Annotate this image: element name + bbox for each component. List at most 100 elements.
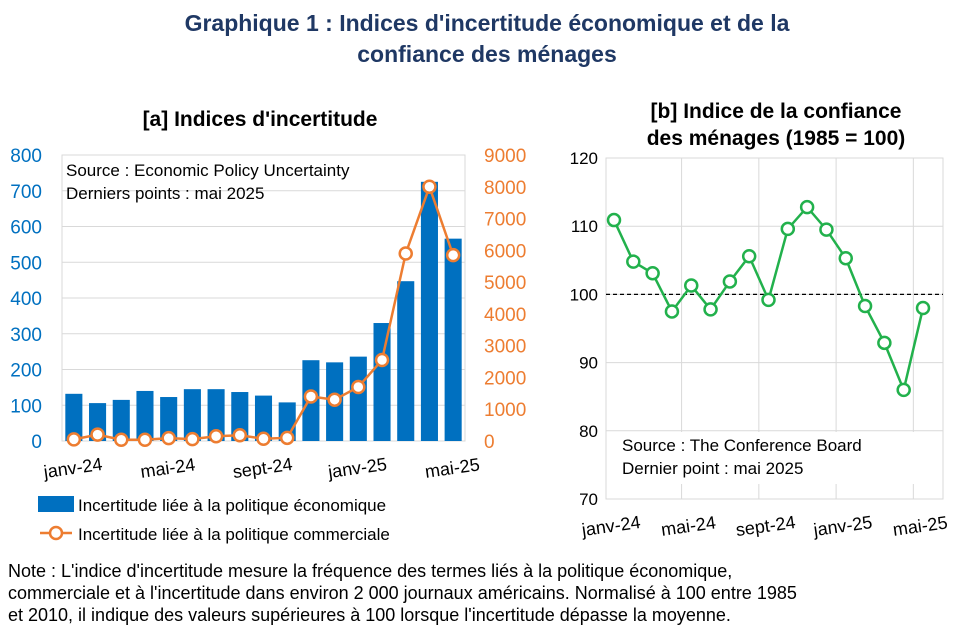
panel-a-left-tick: 200	[10, 361, 42, 382]
panel-b-title-line-2: des ménages (1985 = 100)	[647, 127, 906, 150]
panel-b-y-tick: 90	[579, 354, 598, 373]
panel-a-left-tick: 0	[31, 432, 42, 453]
panel-a-left-tick: 500	[10, 253, 42, 274]
point-confidence-oct-24	[780, 221, 796, 237]
point-trade-avr-25	[422, 179, 437, 195]
bar-economic-avr-24	[136, 390, 154, 441]
point-confidence-janv-25	[838, 251, 853, 266]
panel-a-left-tick: 100	[10, 396, 42, 417]
bar-economic-mai-25	[444, 238, 462, 441]
panel-b-title-line-1: [b] Indice de la confiance	[651, 100, 902, 123]
bar-economic-mai-24	[160, 397, 178, 441]
footnote: Note : L'indice d'incertitude mesure la …	[8, 560, 968, 626]
panel-b-x-tick: janv-24	[580, 512, 642, 540]
point-confidence-nov-24	[799, 199, 815, 215]
panel-a-left-tick: 800	[10, 146, 42, 167]
point-confidence-f-vr-24	[626, 254, 641, 269]
panel-a-legend: Incertitude liée à la politique économiq…	[38, 496, 390, 544]
footnote-line-1: Note : L'indice d'incertitude mesure la …	[8, 561, 733, 581]
panel-b-annotation-box	[618, 432, 928, 484]
point-trade-f-vr-24	[90, 427, 105, 442]
panel-a-title: [a] Indices d'incertitude	[143, 108, 378, 131]
point-confidence-mars-24	[645, 266, 660, 281]
panel-b-y-tick: 70	[579, 490, 598, 509]
panel-a-left-tick: 600	[10, 218, 42, 239]
panel-b-lastpoint-annotation: Dernier point : mai 2025	[622, 459, 803, 478]
point-confidence-avr-24	[664, 304, 680, 319]
figure-title-line-2: confiance des ménages	[357, 41, 617, 67]
charts-canvas: [a] Indices d'incertitude 0 100 200 300 400 5…	[10, 100, 949, 544]
panel-b-source-annotation: Source : The Conference Board	[622, 436, 862, 455]
panel-a-right-tick: 3000	[484, 337, 526, 358]
bar-economic-mars-24	[112, 399, 130, 441]
panel-a-uncertainty: [a] Indices d'incertitude 0 100 200 300 400 5…	[10, 108, 526, 544]
panel-a-x-tick: janv-24	[41, 454, 103, 482]
bar-economic-juin-24	[183, 389, 201, 441]
bar-economic-sept-24	[254, 395, 273, 441]
panel-a-right-tick: 7000	[484, 210, 526, 231]
panel-a-right-tick: 2000	[484, 368, 526, 389]
panel-b-y-tick: 110	[571, 217, 598, 236]
point-confidence-ao-t-24	[741, 248, 757, 264]
panel-a-left-tick: 400	[10, 289, 42, 310]
panel-b-y-tick: 100	[570, 285, 598, 304]
bar-economic-janv-24	[65, 393, 83, 441]
panel-a-right-tick: 4000	[484, 305, 526, 326]
panel-a-x-tick: mai-25	[424, 454, 481, 481]
point-trade-nov-24	[303, 389, 319, 404]
panel-a-x-tick: janv-25	[326, 454, 388, 482]
panel-a-right-tick: 0	[484, 432, 495, 453]
point-trade-janv-25	[351, 379, 366, 395]
figure-title: Graphique 1 : Indices d'incertitude écon…	[0, 8, 974, 70]
panel-b-x-tick: janv-25	[811, 512, 873, 540]
bar-economic-mars-25	[397, 281, 415, 441]
panel-a-right-tick: 8000	[484, 178, 526, 199]
legend-swatch-economic-bar	[38, 496, 74, 512]
point-confidence-mai-24	[684, 278, 699, 293]
panel-a-left-tick: 700	[10, 182, 42, 203]
panel-a-right-tick: 5000	[484, 273, 526, 294]
panel-b-y-tick: 80	[579, 422, 598, 441]
point-trade-mai-25	[445, 247, 461, 263]
point-trade-avr-24	[137, 432, 153, 447]
panel-a-x-tick: sept-24	[232, 454, 294, 482]
panel-a-right-tick: 9000	[484, 146, 526, 167]
panel-b-x-tick: mai-25	[892, 512, 949, 539]
panel-a-lastpoint-annotation: Derniers points : mai 2025	[66, 184, 264, 203]
panel-a-right-tick: 1000	[484, 400, 526, 421]
legend-label-trade: Incertitude liée à la politique commerci…	[78, 525, 390, 544]
bar-economic-ao-t-24	[231, 392, 249, 441]
point-confidence-f-vr-25	[857, 298, 873, 314]
point-trade-mars-24	[114, 432, 129, 447]
panel-a-left-tick: 300	[10, 325, 42, 346]
point-confidence-juil-24	[722, 274, 738, 289]
panel-b-x-tick: sept-24	[735, 512, 797, 540]
point-confidence-mars-25	[877, 335, 892, 351]
bar-economic-janv-25	[349, 356, 367, 441]
point-confidence-juin-24	[703, 302, 718, 317]
point-confidence-avr-25	[896, 382, 911, 398]
point-trade-juil-24	[208, 428, 224, 444]
bar-economic-avr-25	[420, 181, 438, 441]
panel-a-source-annotation: Source : Economic Policy Uncertainty	[66, 161, 350, 180]
panel-b-y-tick: 120	[570, 149, 598, 168]
bar-economic-juil-24	[207, 389, 225, 441]
point-confidence-mai-25	[915, 300, 931, 316]
point-trade-janv-24	[66, 432, 82, 447]
point-trade-d-c-24	[327, 392, 342, 407]
legend-swatch-trade-marker	[48, 525, 64, 541]
footnote-line-2: commerciale et à l'incertitude dans envi…	[8, 583, 797, 603]
panel-b-x-tick: mai-24	[660, 512, 717, 539]
point-confidence-d-c-24	[819, 222, 834, 237]
panel-a-x-tick: mai-24	[139, 454, 196, 481]
point-trade-f-vr-25	[374, 352, 390, 368]
legend-label-economic: Incertitude liée à la politique économiq…	[78, 496, 386, 515]
panel-a-right-tick: 6000	[484, 241, 526, 262]
footnote-line-3: et 2010, il indique des valeurs supérieu…	[8, 605, 731, 625]
bar-economic-f-vr-25	[373, 323, 391, 441]
point-trade-oct-24	[279, 430, 295, 446]
point-trade-mars-25	[398, 246, 413, 261]
point-trade-ao-t-24	[232, 428, 248, 443]
point-trade-juin-24	[185, 431, 200, 447]
point-confidence-janv-24	[606, 212, 622, 228]
